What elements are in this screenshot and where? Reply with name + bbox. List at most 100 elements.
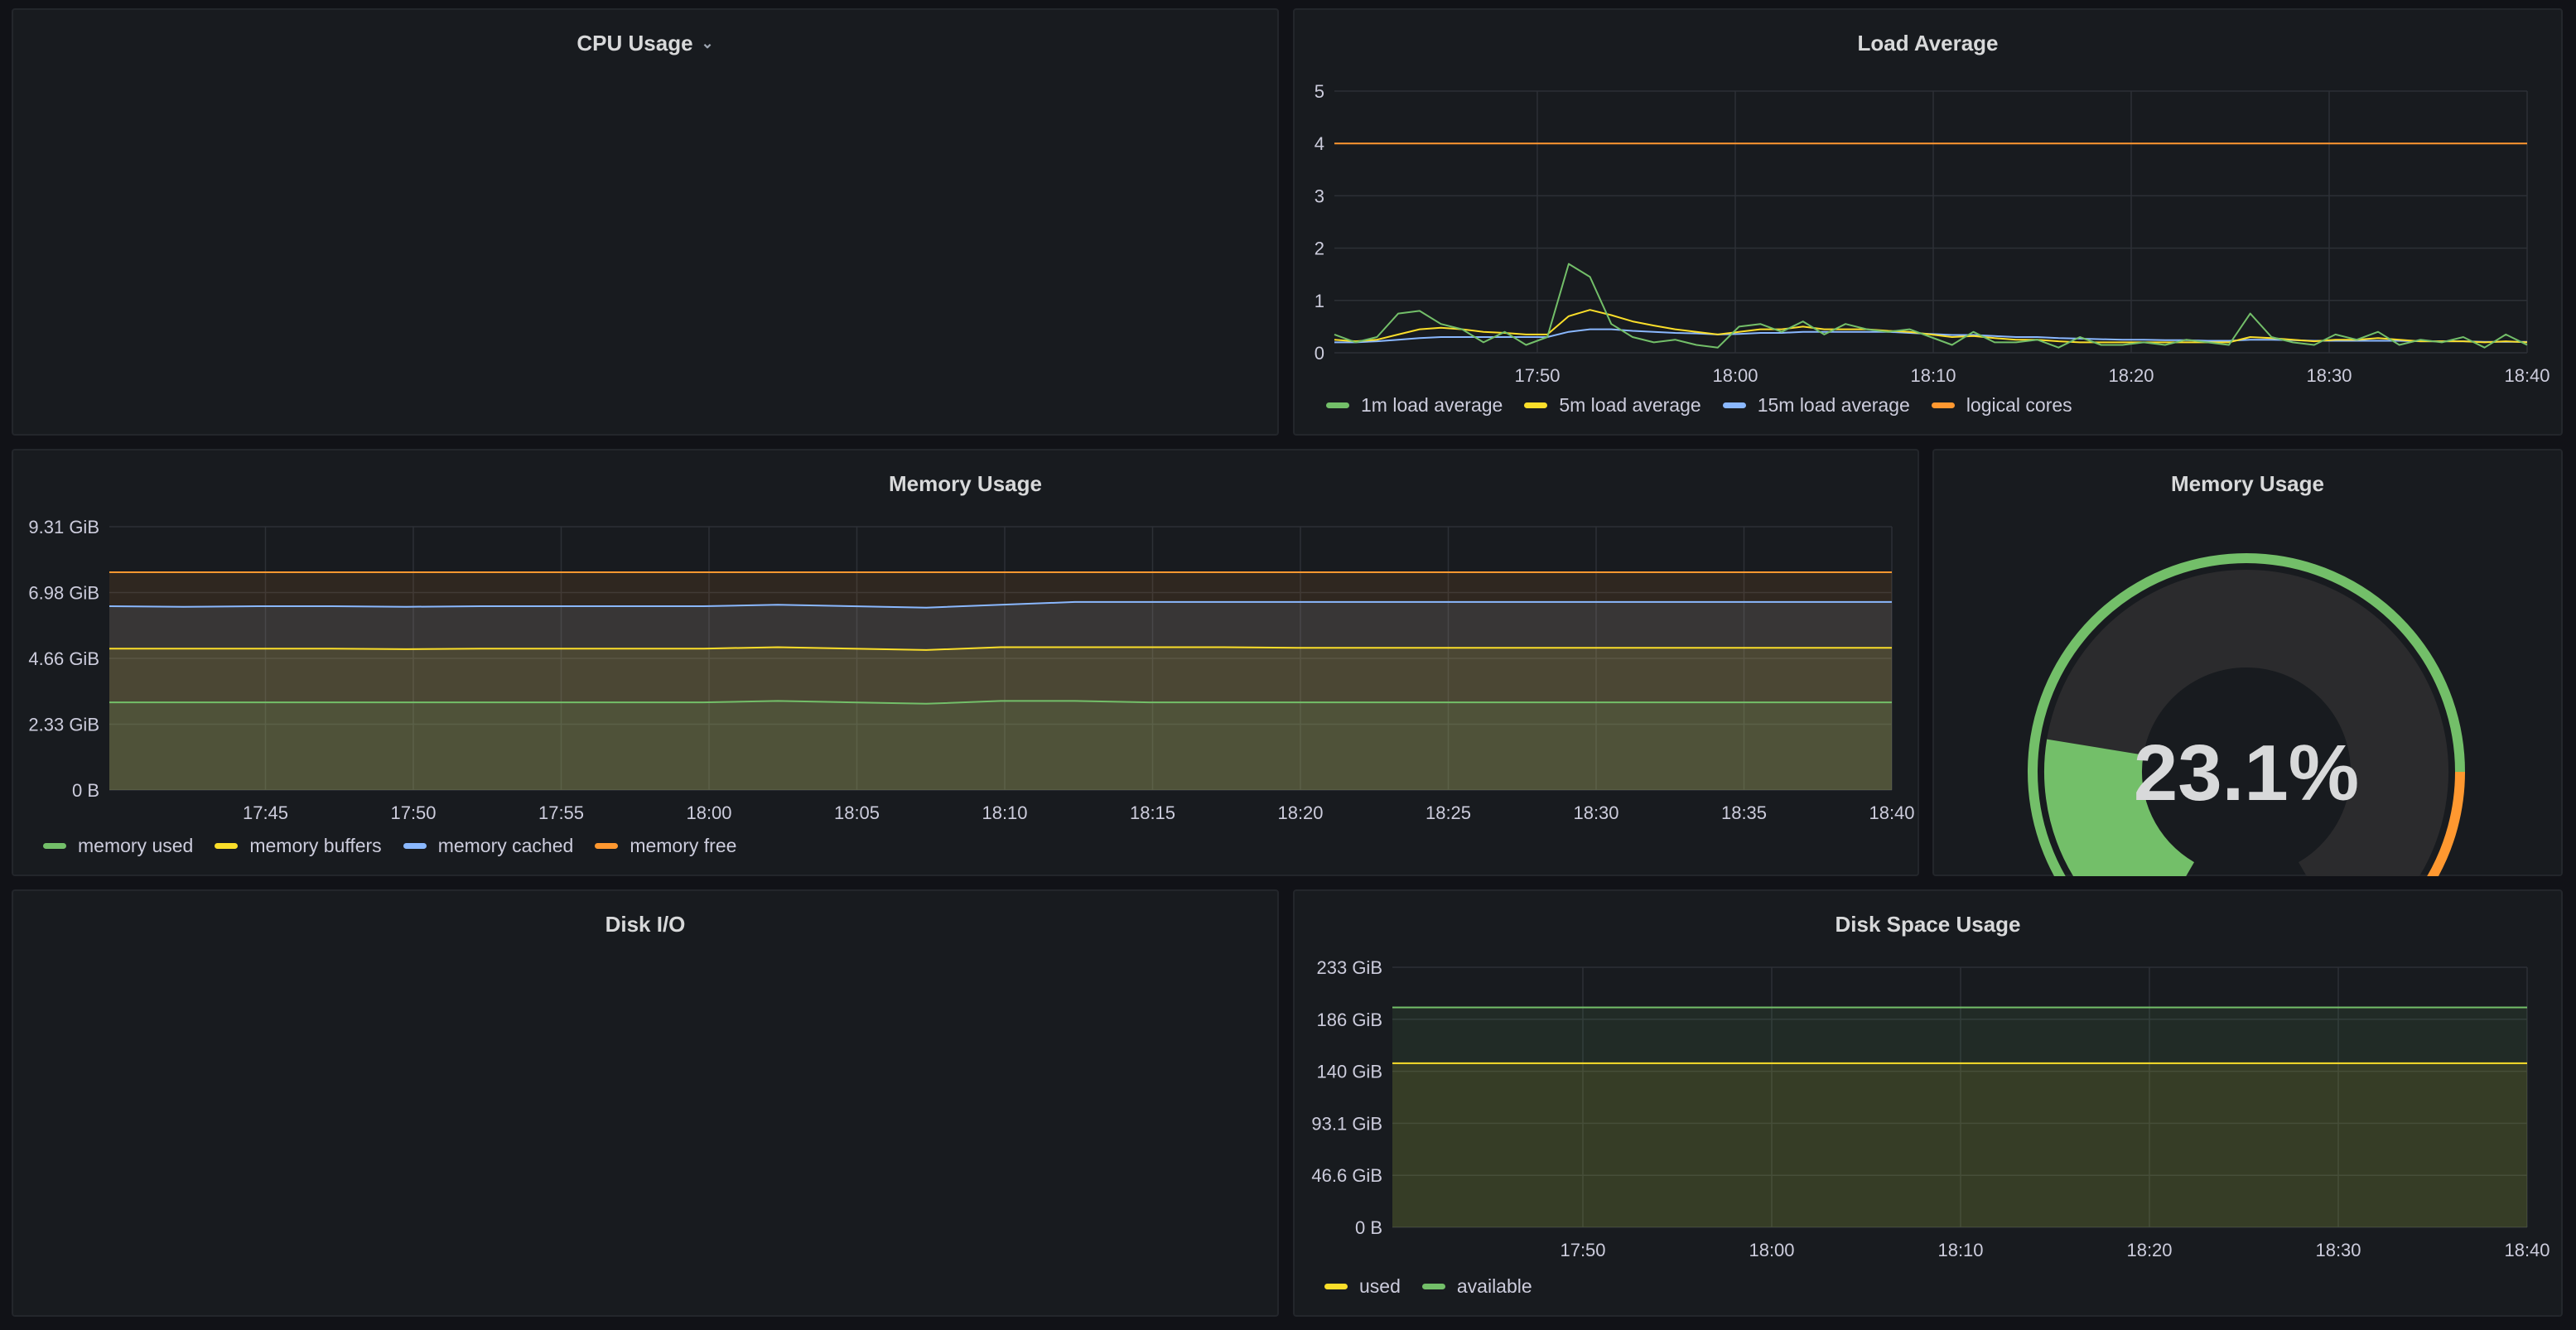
load-average-legend: 1m load average 5m load average 15m load a… [1326, 394, 2072, 417]
legend-label: 15m load average [1757, 394, 1910, 416]
memory-legend-item[interactable]: memory buffers [215, 835, 382, 857]
x-tick-label: 18:40 [2504, 1240, 2549, 1260]
legend-label: logical cores [1966, 394, 2072, 416]
x-tick-label: 18:35 [1721, 802, 1767, 823]
x-tick-label: 18:40 [2504, 365, 2549, 386]
x-tick-label: 18:10 [982, 802, 1027, 823]
x-tick-label: 18:05 [834, 802, 880, 823]
series-line[interactable] [109, 700, 1892, 705]
load-average-panel: Load Average 0 1 2 3 4 5 17:50 18:00 18:10 18:20 1… [1293, 8, 2563, 436]
series-area [1392, 1063, 2527, 1227]
memory-usage-panel: Memory Usage 0 B 2.33 GiB 4.66 GiB 6.98 GiB… [12, 449, 1919, 876]
legend-label: memory buffers [249, 835, 382, 856]
panel-title-memgauge[interactable]: Memory Usage [2171, 471, 2324, 496]
y-tick-label: 4.66 GiB [28, 648, 99, 669]
legend-swatch [595, 843, 619, 849]
x-tick-label: 18:30 [2306, 365, 2352, 386]
y-tick-label: 46.6 GiB [1311, 1165, 1382, 1186]
chevron-down-icon[interactable]: ⌄ [701, 35, 714, 52]
load-legend-item[interactable]: 1m load average [1326, 394, 1503, 417]
y-tick-label: 186 GiB [1317, 1010, 1383, 1030]
series-area [109, 572, 1892, 790]
y-tick-label: 2 [1315, 239, 1324, 259]
panel-title-cpu[interactable]: CPU Usage ⌄ [13, 27, 1277, 61]
legend-label: used [1359, 1275, 1401, 1297]
load-legend-item[interactable]: 5m load average [1524, 394, 1701, 417]
gauge-threshold-band [2427, 771, 2465, 876]
x-tick-label: 18:30 [2315, 1240, 2361, 1260]
legend-swatch [43, 843, 66, 849]
legend-swatch [1324, 1284, 1348, 1289]
legend-label: available [1456, 1275, 1532, 1297]
panel-title-diskspace[interactable]: Disk Space Usage [1835, 912, 2021, 937]
legend-swatch [215, 843, 239, 849]
legend-swatch [1421, 1284, 1445, 1289]
y-tick-label: 9.31 GiB [28, 517, 99, 537]
memory-usage-legend: memory used memory buffers memory cached me… [43, 835, 736, 857]
memory-legend-item[interactable]: memory free [595, 835, 736, 857]
x-tick-label: 18:00 [686, 802, 731, 823]
y-tick-label: 5 [1315, 81, 1324, 102]
y-tick-label: 3 [1315, 186, 1324, 206]
series-area [109, 647, 1892, 790]
gauge-value-arc [2044, 739, 2196, 876]
y-tick-label: 0 B [1355, 1217, 1382, 1238]
cpu-panel-title-text[interactable]: CPU Usage [576, 31, 693, 55]
disk-space-panel: Disk Space Usage 0 B 46.6 GiB 93.1 GiB 140 … [1293, 889, 2563, 1317]
panel-title-diskio[interactable]: Disk I/O [605, 912, 686, 937]
series-line[interactable] [1334, 263, 2528, 349]
legend-swatch [403, 843, 427, 849]
memory-legend-item[interactable]: memory cached [403, 835, 573, 857]
disk-space-chart[interactable]: 0 B 46.6 GiB 93.1 GiB 140 GiB 186 GiB 233 GiB… [1293, 889, 2563, 1317]
x-tick-label: 18:25 [1425, 802, 1471, 823]
x-tick-label: 18:20 [2126, 1240, 2172, 1260]
x-tick-label: 18:40 [1869, 802, 1914, 823]
load-average-chart[interactable]: 0 1 2 3 4 5 17:50 18:00 18:10 18:20 18:30 18:40 [1293, 8, 2563, 436]
panel-title-load[interactable]: Load Average [1857, 31, 1999, 55]
gauge-threshold-band [2028, 553, 2465, 876]
series-area [1392, 1007, 2527, 1227]
y-tick-label: 93.1 GiB [1311, 1113, 1382, 1134]
diskspace-legend-item[interactable]: available [1421, 1275, 1532, 1298]
y-tick-label: 6.98 GiB [28, 583, 99, 604]
memory-legend-item[interactable]: memory used [43, 835, 193, 857]
x-tick-label: 17:55 [538, 802, 584, 823]
x-tick-label: 17:50 [390, 802, 436, 823]
legend-swatch [1722, 402, 1746, 408]
x-tick-label: 18:00 [1749, 1240, 1794, 1260]
legend-label: memory free [630, 835, 737, 856]
x-tick-label: 18:00 [1712, 365, 1758, 386]
y-tick-label: 0 B [72, 780, 99, 801]
x-tick-label: 18:20 [1277, 802, 1323, 823]
legend-label: 5m load average [1559, 394, 1701, 416]
legend-swatch [1326, 402, 1349, 408]
x-tick-label: 17:50 [1560, 1240, 1605, 1260]
y-tick-label: 140 GiB [1317, 1062, 1383, 1082]
y-tick-label: 0 [1315, 343, 1324, 364]
x-tick-label: 18:10 [1937, 1240, 1983, 1260]
gauge-value-text: 23.1% [2134, 729, 2359, 817]
load-legend-item[interactable]: logical cores [1931, 394, 2072, 417]
x-tick-label: 17:50 [1514, 365, 1560, 386]
x-tick-label: 17:45 [243, 802, 288, 823]
y-tick-label: 233 GiB [1317, 957, 1383, 978]
cpu-usage-panel: CPU Usage ⌄ [12, 8, 1279, 436]
x-tick-label: 18:20 [2108, 365, 2154, 386]
panel-title-memory[interactable]: Memory Usage [889, 471, 1042, 496]
series-line[interactable] [1334, 309, 2528, 344]
series-line[interactable] [109, 600, 1892, 609]
x-tick-label: 18:10 [1910, 365, 1956, 386]
memory-gauge-panel: Memory Usage 23.1% [1932, 449, 2563, 876]
disk-space-legend: used available [1324, 1275, 1532, 1298]
disk-io-panel: Disk I/O [12, 889, 1279, 1317]
diskspace-legend-item[interactable]: used [1324, 1275, 1401, 1298]
legend-swatch [1931, 402, 1955, 408]
y-tick-label: 2.33 GiB [28, 715, 99, 735]
memory-usage-chart[interactable]: 0 B 2.33 GiB 4.66 GiB 6.98 GiB 9.31 GiB 17:45… [12, 449, 1919, 876]
y-tick-label: 4 [1315, 133, 1324, 154]
legend-label: memory used [78, 835, 194, 856]
y-tick-label: 1 [1315, 291, 1324, 311]
x-tick-label: 18:15 [1130, 802, 1175, 823]
load-legend-item[interactable]: 15m load average [1722, 394, 1910, 417]
series-line[interactable] [109, 646, 1892, 651]
